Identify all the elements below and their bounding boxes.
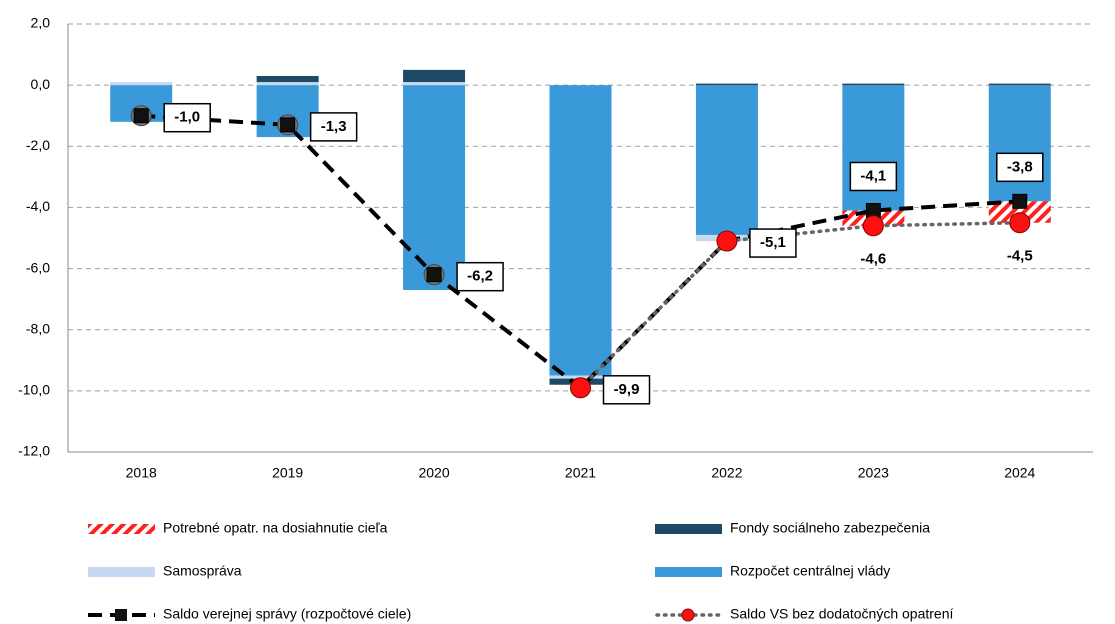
bar-segment bbox=[842, 83, 905, 86]
data-label: -3,8 bbox=[1007, 158, 1033, 175]
legend-swatch bbox=[88, 524, 155, 534]
legend-label: Saldo VS bez dodatočných opatrení bbox=[730, 606, 953, 622]
y-tick-label: -10,0 bbox=[18, 382, 50, 398]
marker bbox=[570, 377, 591, 399]
x-tick-label: 2024 bbox=[1004, 465, 1035, 481]
label-box bbox=[163, 102, 211, 133]
x-tick-label: 2019 bbox=[272, 465, 303, 481]
bar-segment bbox=[988, 83, 1051, 86]
label-box bbox=[602, 375, 651, 405]
bar-segment bbox=[695, 85, 758, 235]
bar-segment bbox=[110, 82, 173, 86]
data-label: -1,0 bbox=[174, 109, 200, 126]
data-label: -5,1 bbox=[760, 234, 786, 251]
bar-segment bbox=[695, 83, 758, 86]
y-tick-label: -4,0 bbox=[26, 198, 50, 214]
data-label: -4,6 bbox=[860, 251, 886, 268]
marker bbox=[280, 117, 296, 133]
marker bbox=[426, 267, 442, 283]
bar-segment bbox=[549, 85, 612, 376]
data-label: -4,1 bbox=[860, 167, 886, 184]
legend-swatch bbox=[655, 524, 722, 534]
y-tick-label: -12,0 bbox=[18, 443, 50, 459]
marker bbox=[1009, 212, 1031, 234]
y-tick-label: -6,0 bbox=[26, 259, 50, 275]
bar-segment bbox=[403, 69, 466, 83]
legend-marker bbox=[681, 608, 695, 622]
label-box bbox=[309, 112, 358, 142]
marker bbox=[862, 215, 884, 237]
bar-segment bbox=[988, 201, 1051, 223]
bar-segment bbox=[549, 375, 612, 379]
bar-segment bbox=[842, 85, 905, 211]
y-tick-label: -2,0 bbox=[26, 137, 50, 153]
bar-segment bbox=[403, 82, 466, 86]
data-label: -4,5 bbox=[1007, 248, 1033, 265]
legend-label: Potrebné opatr. na dosiahnutie cieľa bbox=[163, 520, 388, 536]
label-box bbox=[456, 261, 504, 292]
bar-segment bbox=[256, 82, 319, 86]
label-box bbox=[849, 161, 898, 192]
data-label: -1,3 bbox=[321, 118, 347, 135]
x-tick-label: 2022 bbox=[711, 465, 742, 481]
marker bbox=[1012, 193, 1028, 209]
data-label: -6,2 bbox=[467, 268, 493, 285]
label-box bbox=[749, 228, 797, 258]
marker bbox=[133, 108, 149, 124]
legend-swatch bbox=[655, 567, 722, 577]
x-tick-label: 2023 bbox=[858, 465, 889, 481]
bar-segment bbox=[256, 75, 319, 83]
y-tick-label: 0,0 bbox=[31, 76, 51, 92]
bar-segment bbox=[988, 85, 1051, 202]
legend-swatch bbox=[88, 567, 155, 577]
line bbox=[578, 220, 1022, 390]
legend-marker bbox=[115, 609, 127, 621]
y-tick-label: 2,0 bbox=[31, 15, 51, 31]
legend-label: Rozpočet centrálnej vlády bbox=[730, 563, 890, 579]
legend-label: Fondy sociálneho zabezpečenia bbox=[730, 520, 930, 536]
legend-label: Saldo verejnej správy (rozpočtové ciele) bbox=[163, 606, 411, 622]
x-tick-label: 2020 bbox=[418, 465, 449, 481]
marker bbox=[716, 230, 738, 252]
bar-segment bbox=[403, 85, 466, 290]
x-tick-label: 2018 bbox=[126, 465, 157, 481]
data-label: -9,9 bbox=[614, 381, 640, 398]
label-box bbox=[996, 152, 1044, 183]
y-tick-label: -8,0 bbox=[26, 320, 50, 336]
legend-label: Samospráva bbox=[163, 563, 242, 579]
x-tick-label: 2021 bbox=[565, 465, 596, 481]
